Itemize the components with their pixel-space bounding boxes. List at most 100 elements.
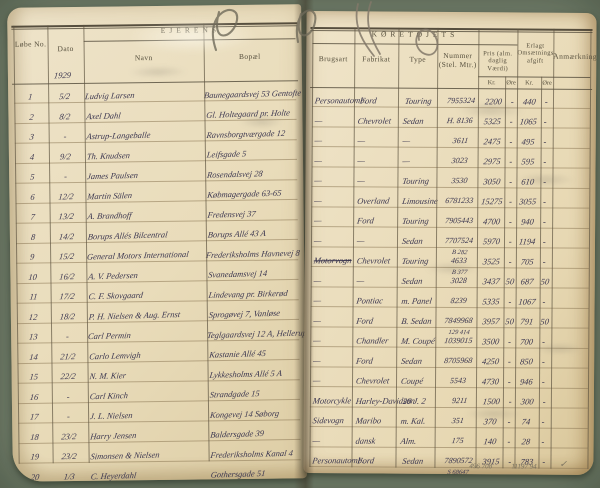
cell-anm bbox=[551, 209, 590, 228]
handwritten-entry: Simonsen & Nielsen bbox=[89, 449, 160, 462]
handwritten-entry: Sedan bbox=[401, 455, 424, 466]
handwritten-entry: 595 bbox=[521, 156, 536, 167]
cell-bopael: Fredensvej 37 bbox=[204, 200, 297, 220]
cell-type: Sedan bbox=[399, 448, 439, 467]
handwritten-entry: Kongevej 14 Søborg bbox=[209, 408, 280, 420]
cell-navn: J. L. Nielsen bbox=[86, 401, 207, 421]
table-row: —BuickM. SportS 68647M 1078314250-2850- bbox=[309, 467, 588, 476]
handwritten-entry: — bbox=[312, 295, 322, 306]
cell-type: Limousine bbox=[400, 188, 440, 207]
pencil-total-pris: 496 708 bbox=[469, 462, 493, 471]
cell-brugsart: — bbox=[311, 287, 354, 306]
left-rows: 1 5/2 Ludvig Larsen Baunegaardsvej 53 Gento… bbox=[14, 80, 307, 482]
cell-bopael: Baldersgade 39 bbox=[207, 420, 300, 440]
cell-anm bbox=[551, 188, 589, 207]
pencil-checkmark: ✓ bbox=[559, 458, 568, 469]
cell-nummer: B 377 3028 bbox=[439, 268, 478, 287]
cell-bopael: Kastanie Allé 45 bbox=[206, 340, 299, 360]
handwritten-entry: - bbox=[507, 296, 513, 307]
handwritten-entry: - bbox=[542, 236, 547, 247]
handwritten-entry: H. 8136 bbox=[446, 115, 474, 126]
handwritten-entry: Borups Allés Bilcentral bbox=[86, 229, 168, 242]
handwritten-entry: 18 bbox=[30, 431, 40, 442]
cell-brugsart: — bbox=[311, 207, 354, 226]
cell-fabrikat: Ford bbox=[354, 207, 399, 226]
cell-type: M. Sport bbox=[398, 468, 438, 475]
handwritten-entry: — bbox=[313, 155, 323, 166]
table-row: 6 12/2 Martin Sälen Købmagergade 63-65 bbox=[15, 179, 298, 205]
handwritten-entry: 8 bbox=[29, 231, 36, 242]
handwritten-entry: 9211 bbox=[450, 395, 468, 406]
handwritten-entry: 28 J. 2 bbox=[402, 395, 427, 406]
cell-afgift_kr: 28 bbox=[515, 428, 538, 447]
cell-pris_kr: 2200 bbox=[481, 88, 507, 107]
handwritten-entry: Carl Kinch bbox=[88, 390, 129, 402]
handwritten-entry: — bbox=[312, 355, 322, 366]
cell-pris_kr: 1500 bbox=[479, 388, 505, 407]
handwritten-entry: - bbox=[541, 416, 546, 427]
cell-pris_kr: 2475 bbox=[479, 128, 505, 147]
cell-no: 18 bbox=[18, 424, 52, 443]
handwritten-entry: - bbox=[507, 336, 512, 347]
handwritten-entry: Frederiksholms Kanal 4 bbox=[209, 447, 294, 460]
handwritten-entry: - bbox=[507, 396, 513, 407]
handwritten-entry: 13 bbox=[28, 331, 39, 342]
handwritten-entry: C. Heyerdahl bbox=[89, 470, 137, 482]
cell-anm bbox=[551, 129, 590, 148]
handwritten-entry: 3530 bbox=[451, 176, 469, 186]
cell-brugsart: — bbox=[310, 427, 353, 446]
handwritten-entry: - bbox=[509, 136, 514, 147]
cell-type: Sedan bbox=[398, 348, 438, 367]
cell-bopael: Ravnsborgtværgade 12 bbox=[203, 120, 296, 140]
cell-bopael: Frederiksholms Kanal 4 bbox=[207, 440, 300, 460]
cell-pris_ore: - bbox=[505, 168, 517, 187]
handwritten-entry: Fredensvej 37 bbox=[207, 208, 257, 220]
column-header-lobe-no: Løbe No. bbox=[14, 39, 47, 49]
handwritten-entry: 8/2 bbox=[59, 111, 72, 122]
cell-navn: General Motors International bbox=[84, 241, 203, 262]
column-header-dato: Dato bbox=[57, 44, 74, 54]
handwritten-entry: — bbox=[402, 155, 412, 166]
handwritten-entry: 7707524 bbox=[444, 235, 474, 246]
cell-no: 11 bbox=[16, 283, 50, 302]
cell-pris_kr: 3500 bbox=[478, 328, 504, 347]
cell-anm bbox=[551, 169, 590, 188]
subheader-kr: Kr. bbox=[487, 79, 496, 87]
handwritten-entry: Chevrolet bbox=[357, 115, 392, 126]
handwritten-entry: Sidevogn bbox=[312, 415, 345, 426]
handwritten-entry: - bbox=[507, 376, 512, 387]
cell-anm bbox=[550, 369, 589, 388]
handwritten-entry: Kastanie Allé 45 bbox=[208, 347, 267, 360]
handwritten-entry: Rosendalsvej 28 bbox=[206, 168, 264, 180]
handwritten-entry: 1500 bbox=[482, 396, 501, 407]
cell-anm bbox=[550, 249, 589, 268]
cell-bopael: Gothersgade 51 bbox=[208, 460, 301, 480]
handwritten-entry: Ford bbox=[355, 315, 375, 326]
table-row: 4 9/2 Th. Knudsen Leifsgade 5 bbox=[14, 139, 298, 165]
cell-fabrikat: Pontiac bbox=[354, 287, 399, 306]
handwritten-entry: — bbox=[313, 235, 323, 246]
handwritten-entry: 50 bbox=[505, 276, 516, 287]
handwritten-entry: - bbox=[508, 236, 513, 247]
handwritten-entry: — bbox=[357, 135, 367, 146]
cell-anm bbox=[551, 108, 589, 127]
cell-anm bbox=[550, 329, 589, 348]
cell-bopael: Rosendalsvej 28 bbox=[204, 160, 297, 180]
handwritten-entry: N. M. Kier bbox=[88, 370, 127, 382]
handwritten-entry: 7849968 bbox=[444, 315, 474, 326]
handwritten-entry: 3050 bbox=[482, 176, 502, 187]
handwritten-entry: Leifsgade 5 bbox=[206, 148, 247, 160]
cell-fabrikat: — bbox=[354, 228, 399, 247]
cell-no: 19 bbox=[18, 443, 52, 462]
handwritten-entry: 351 bbox=[451, 416, 465, 426]
handwritten-entry: Ford bbox=[359, 95, 378, 106]
cell-nummer: 7905443 bbox=[440, 208, 479, 227]
vehicle-number-secondary: S 68647 bbox=[446, 468, 469, 476]
cell-brugsart: — bbox=[310, 307, 353, 326]
cell-bopael: Sprogøvej 7, Vanløse bbox=[206, 300, 299, 320]
cell-bopael: Leifsgade 5 bbox=[204, 140, 297, 160]
handwritten-entry: Lindevang pr. Birkerød bbox=[207, 287, 289, 300]
handwritten-entry: - bbox=[509, 96, 515, 107]
cell-no: 9 bbox=[16, 243, 49, 262]
